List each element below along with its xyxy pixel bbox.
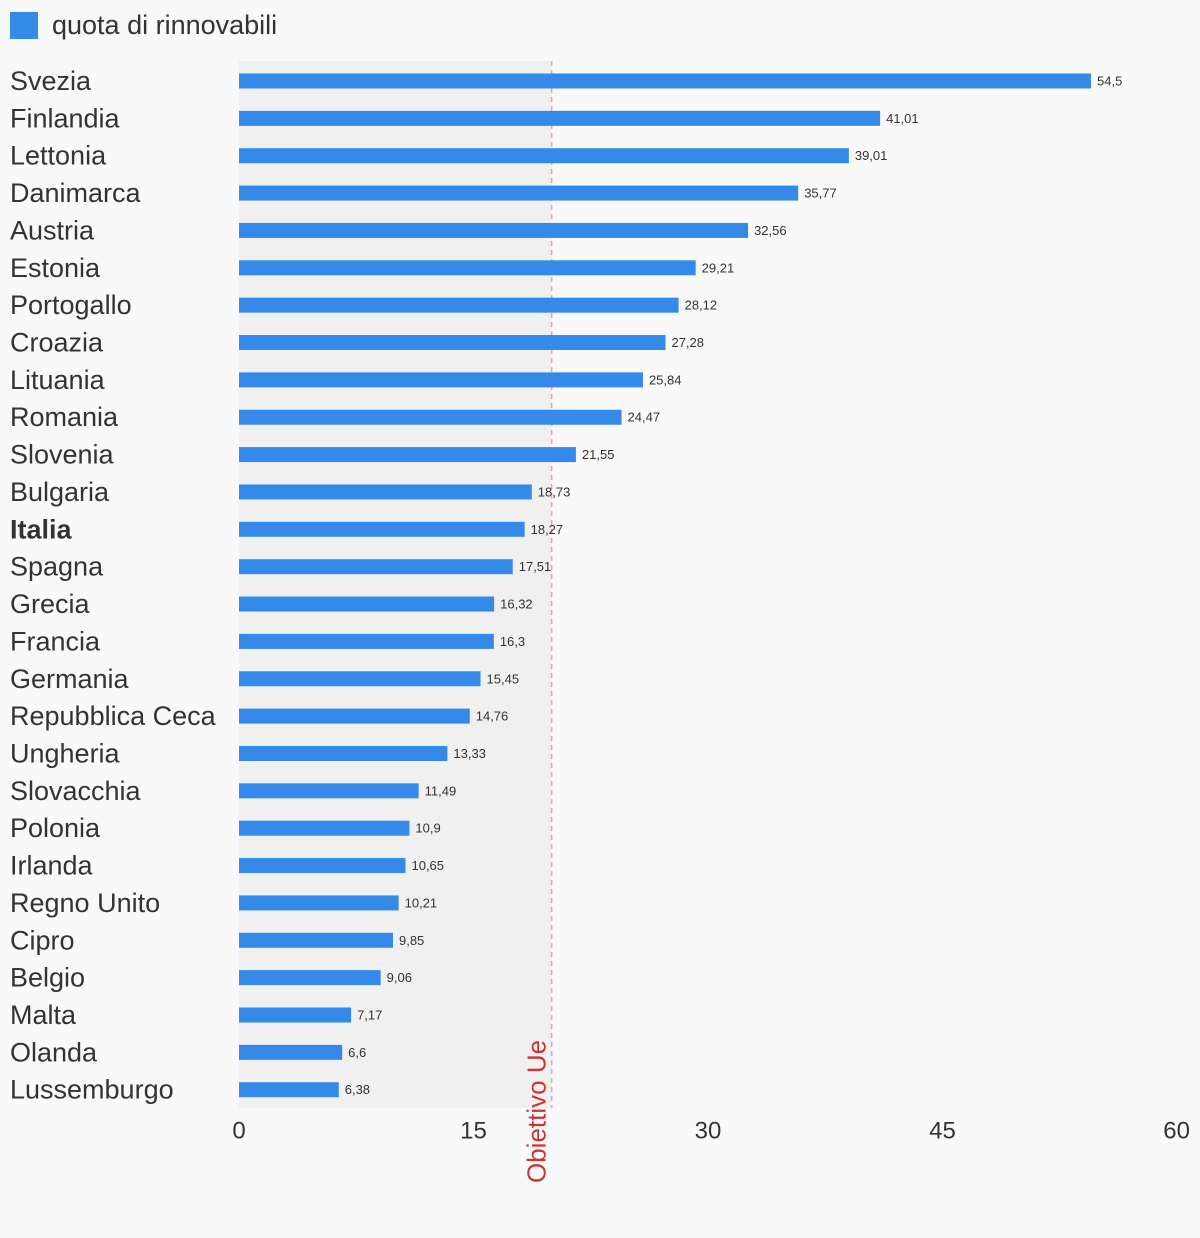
value-label: 39,01 bbox=[855, 148, 888, 163]
bar bbox=[239, 671, 481, 687]
category-label: Svezia bbox=[10, 66, 92, 96]
value-label: 7,17 bbox=[357, 1008, 382, 1023]
bar bbox=[239, 222, 749, 238]
bar bbox=[239, 708, 470, 724]
bar bbox=[239, 447, 576, 463]
value-label: 25,84 bbox=[649, 372, 682, 387]
category-label: Francia bbox=[10, 626, 101, 656]
value-label: 18,27 bbox=[531, 522, 564, 537]
value-label: 28,12 bbox=[685, 298, 718, 313]
category-label: Lussemburgo bbox=[10, 1075, 174, 1105]
bar bbox=[239, 1007, 352, 1023]
bar bbox=[239, 73, 1092, 89]
category-label: Slovacchia bbox=[10, 776, 142, 806]
bar bbox=[239, 745, 448, 761]
value-label: 16,3 bbox=[500, 634, 525, 649]
value-label: 11,49 bbox=[425, 783, 457, 798]
value-label: 32,56 bbox=[754, 223, 787, 238]
legend-label: quota di rinnovabili bbox=[52, 10, 278, 40]
bar bbox=[239, 1044, 343, 1060]
bar bbox=[239, 484, 532, 500]
value-label: 13,33 bbox=[453, 746, 486, 761]
value-label: 54,5 bbox=[1097, 74, 1122, 89]
bar bbox=[239, 633, 494, 649]
value-label: 9,06 bbox=[387, 970, 412, 985]
category-label: Estonia bbox=[10, 253, 101, 283]
category-label: Spagna bbox=[10, 552, 104, 582]
category-label: Olanda bbox=[10, 1037, 98, 1067]
bar bbox=[239, 596, 495, 612]
category-label: Italia bbox=[10, 514, 73, 544]
x-tick-label: 45 bbox=[929, 1118, 956, 1145]
category-label: Regno Unito bbox=[10, 888, 160, 918]
target-band bbox=[239, 61, 552, 1108]
bar bbox=[239, 185, 799, 201]
bar bbox=[239, 1082, 339, 1098]
bar bbox=[239, 521, 525, 537]
category-label: Croazia bbox=[10, 328, 104, 358]
category-label: Romania bbox=[10, 402, 119, 432]
bar bbox=[239, 932, 393, 948]
value-label: 10,65 bbox=[411, 858, 444, 873]
category-label: Danimarca bbox=[10, 178, 142, 208]
category-label: Germania bbox=[10, 664, 130, 694]
value-label: 18,73 bbox=[538, 484, 571, 499]
legend: quota di rinnovabili bbox=[10, 10, 277, 40]
bar bbox=[239, 970, 381, 986]
category-label: Finlandia bbox=[10, 103, 121, 133]
bar bbox=[239, 110, 881, 126]
bar bbox=[239, 783, 419, 799]
x-tick-label: 15 bbox=[460, 1118, 487, 1145]
bar bbox=[239, 148, 849, 164]
category-label: Irlanda bbox=[10, 851, 94, 881]
bar bbox=[239, 297, 679, 313]
value-label: 35,77 bbox=[804, 186, 837, 201]
value-label: 10,21 bbox=[405, 895, 438, 910]
x-tick-label: 60 bbox=[1163, 1118, 1190, 1145]
value-label: 41,01 bbox=[886, 111, 919, 126]
value-label: 16,32 bbox=[500, 597, 533, 612]
category-label: Lettonia bbox=[10, 141, 107, 171]
category-label: Portogallo bbox=[10, 290, 132, 320]
category-label: Bulgaria bbox=[10, 477, 110, 507]
category-label: Repubblica Ceca bbox=[10, 701, 217, 731]
bar bbox=[239, 260, 696, 276]
bar bbox=[239, 335, 666, 351]
category-label: Ungheria bbox=[10, 738, 121, 768]
value-label: 9,85 bbox=[399, 933, 424, 948]
category-label: Slovenia bbox=[10, 440, 115, 470]
category-label: Malta bbox=[10, 1000, 77, 1030]
value-label: 15,45 bbox=[487, 671, 520, 686]
x-tick-label: 30 bbox=[695, 1118, 722, 1145]
category-label: Belgio bbox=[10, 963, 85, 993]
category-label: Grecia bbox=[10, 589, 91, 619]
value-label: 24,47 bbox=[628, 410, 661, 425]
bar bbox=[239, 895, 399, 911]
value-label: 10,9 bbox=[415, 821, 440, 836]
value-label: 27,28 bbox=[671, 335, 704, 350]
legend-swatch bbox=[10, 11, 38, 39]
value-label: 21,55 bbox=[582, 447, 615, 462]
value-label: 29,21 bbox=[702, 260, 735, 275]
value-label: 17,51 bbox=[519, 559, 552, 574]
value-label: 6,6 bbox=[348, 1045, 366, 1060]
bar bbox=[239, 372, 643, 388]
value-label: 14,76 bbox=[476, 709, 509, 724]
category-label: Austria bbox=[10, 215, 95, 245]
category-label: Lituania bbox=[10, 365, 106, 395]
bar bbox=[239, 858, 406, 874]
bar bbox=[239, 820, 410, 836]
bar bbox=[239, 559, 513, 575]
reference-label: Obiettivo Ue bbox=[522, 1040, 552, 1183]
category-label: Polonia bbox=[10, 813, 101, 843]
category-label: Cipro bbox=[10, 925, 75, 955]
x-tick-label: 0 bbox=[232, 1118, 245, 1145]
value-label: 6,38 bbox=[345, 1082, 370, 1097]
bar bbox=[239, 409, 622, 425]
